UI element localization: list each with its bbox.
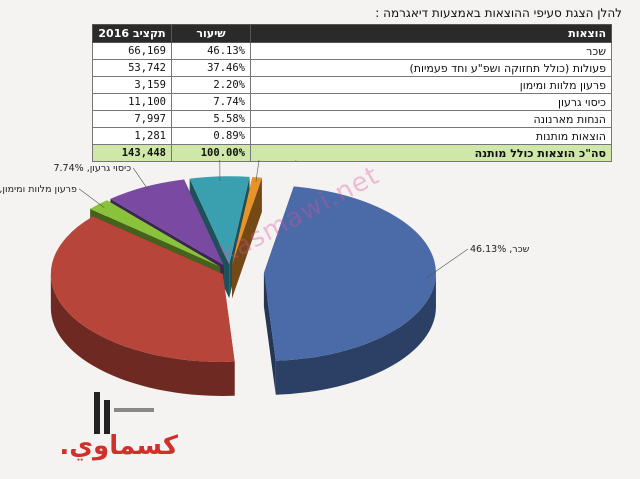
cell-budget: 1,281 <box>92 127 172 145</box>
cell-name: שכר <box>250 42 612 60</box>
cell-name: פרעון מלוות ומימון <box>250 76 612 94</box>
slice-label: כיסוי גרעון, 7.74% <box>53 163 131 174</box>
table-header-row: תקציב 2016 שיעור הוצאות <box>92 24 612 43</box>
total-rate: 100.00% <box>171 144 251 162</box>
slice-leader-line <box>255 160 260 182</box>
cell-rate: 7.74% <box>171 93 251 111</box>
slice-label: שכר, 46.13% <box>470 244 530 255</box>
cell-budget: 7,997 <box>92 110 172 128</box>
slice-leader-line <box>132 167 150 191</box>
table-row: 7,997 5.58% הנחות מארנונה <box>92 110 612 128</box>
cell-name: כיסוי גרעון <box>250 93 612 111</box>
page-caption: להלן הצגת סעיפי ההוצאות באמצעות דיאגרמה … <box>375 6 622 20</box>
slice-leader-line <box>78 188 105 208</box>
budget-table: תקציב 2016 שיעור הוצאות 66,169 46.13% שכ… <box>92 24 612 162</box>
logo-text: كسماوي.نت <box>60 431 179 461</box>
pie-slice <box>50 216 235 396</box>
site-logo: كسماوي.نت <box>60 392 179 461</box>
cell-rate: 46.13% <box>171 42 251 60</box>
table-row: 11,100 7.74% כיסוי גרעון <box>92 93 612 111</box>
expenses-pie-chart: שכר, 46.13% פרעון מלוות ומימון, 2.20% כיסו… <box>0 160 530 396</box>
cell-name: הנחות מארנונה <box>250 110 612 128</box>
cell-rate: 0.89% <box>171 127 251 145</box>
cell-budget: 66,169 <box>92 42 172 60</box>
cell-rate: 37.46% <box>171 59 251 77</box>
table-total-row: 143,448 100.00% סה"כ הוצאות כולל מותנה <box>92 144 612 162</box>
table-row: 1,281 0.89% הוצאות מותנות <box>92 127 612 145</box>
cell-budget: 11,100 <box>92 93 172 111</box>
cell-rate: 5.58% <box>171 110 251 128</box>
cell-budget: 3,159 <box>92 76 172 94</box>
table-row: 53,742 37.46% פעולות (כולל תחזוקה ושפ"ע … <box>92 59 612 77</box>
cell-name: הוצאות מותנות <box>250 127 612 145</box>
header-name: הוצאות <box>250 24 612 43</box>
header-budget: תקציב 2016 <box>92 24 172 43</box>
total-name: סה"כ הוצאות כולל מותנה <box>250 144 612 162</box>
cell-rate: 2.20% <box>171 76 251 94</box>
total-budget: 143,448 <box>92 144 172 162</box>
slice-leader-line <box>426 248 469 278</box>
pie-slice <box>263 186 436 395</box>
slice-label: הנחות מארנונה, 5.58% <box>119 160 218 161</box>
cell-name: פעולות (כולל תחזוקה ושפ"ע וחד פעמיות) <box>250 59 612 77</box>
table-row: 66,169 46.13% שכר <box>92 42 612 60</box>
slice-label: הוצאות מותנות, 0.89% <box>262 160 359 163</box>
table-row: 3,159 2.20% פרעון מלוות ומימון <box>92 76 612 94</box>
header-rate: שיעור <box>171 24 251 43</box>
pie-slice <box>232 177 262 299</box>
slice-label: פרעון מלוות ומימון, 2.20% <box>0 184 77 195</box>
cell-budget: 53,742 <box>92 59 172 77</box>
